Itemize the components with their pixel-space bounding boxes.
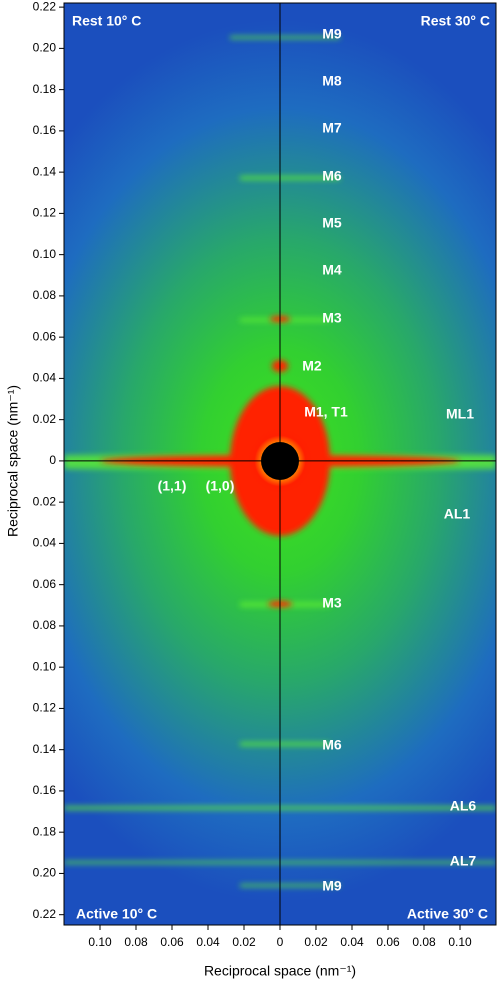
y-tick-label: 0.08: [33, 288, 57, 302]
x-tick-label: 0.02: [232, 935, 256, 949]
y-tick-label: 0.22: [33, 0, 57, 13]
x-tick-label: 0.02: [304, 935, 328, 949]
annotation: ML1: [446, 406, 474, 422]
annotation: M8: [322, 73, 342, 89]
annotation: M1, T1: [304, 404, 348, 420]
y-tick-label: 0.20: [33, 866, 57, 880]
y-tick-label: 0.22: [33, 907, 57, 921]
y-tick-label: 0.06: [33, 577, 57, 591]
y-tick-label: 0.18: [33, 824, 57, 838]
y-tick-label: 0.18: [33, 82, 57, 96]
y-tick-label: 0.14: [33, 742, 57, 756]
x-tick-label: 0.04: [196, 935, 220, 949]
y-axis-label: Reciprocal space (nm⁻¹): [5, 385, 21, 537]
annotation: (1,1): [158, 478, 187, 494]
y-tick-label: 0.06: [33, 329, 57, 343]
x-tick-label: 0.06: [376, 935, 400, 949]
annotation: M2: [302, 358, 322, 374]
y-tick-label: 0.16: [33, 123, 57, 137]
annotation: M7: [322, 120, 342, 136]
y-tick-label: 0.14: [33, 164, 57, 178]
annotation: Rest 30° C: [421, 13, 490, 29]
annotation: M9: [322, 26, 342, 42]
annotation: AL1: [444, 506, 471, 522]
y-tick-label: 0.10: [33, 247, 57, 261]
x-axis-label: Reciprocal space (nm⁻¹): [204, 963, 356, 979]
x-tick-label: 0.10: [88, 935, 112, 949]
y-tick-label: 0.02: [33, 412, 57, 426]
y-tick-label: 0.12: [33, 206, 57, 220]
annotation: M9: [322, 878, 342, 894]
annotation: AL7: [450, 853, 477, 869]
annotation: (1,0): [206, 478, 235, 494]
y-tick-label: 0.12: [33, 701, 57, 715]
annotation: M6: [322, 168, 342, 184]
y-tick-label: 0.08: [33, 618, 57, 632]
annotation: Active 10° C: [76, 906, 157, 922]
annotation: M4: [322, 262, 342, 278]
y-tick-label: 0.20: [33, 41, 57, 55]
annotation: AL6: [450, 798, 477, 814]
y-tick-label: 0.16: [33, 783, 57, 797]
annotation: M3: [322, 595, 342, 611]
x-tick-label: 0.08: [412, 935, 436, 949]
x-tick-label: 0.04: [340, 935, 364, 949]
annotation: M5: [322, 215, 342, 231]
annotation: M6: [322, 737, 342, 753]
y-tick-label: 0: [49, 453, 56, 467]
y-tick-label: 0.10: [33, 659, 57, 673]
y-tick-label: 0.04: [33, 536, 57, 550]
x-tick-label: 0: [277, 935, 284, 949]
annotation: M3: [322, 310, 342, 326]
x-tick-label: 0.06: [160, 935, 184, 949]
annotation: Rest 10° C: [72, 13, 141, 29]
annotation: Active 30° C: [407, 906, 488, 922]
y-tick-label: 0.02: [33, 494, 57, 508]
x-tick-label: 0.10: [448, 935, 472, 949]
x-tick-label: 0.08: [124, 935, 148, 949]
y-tick-label: 0.04: [33, 371, 57, 385]
